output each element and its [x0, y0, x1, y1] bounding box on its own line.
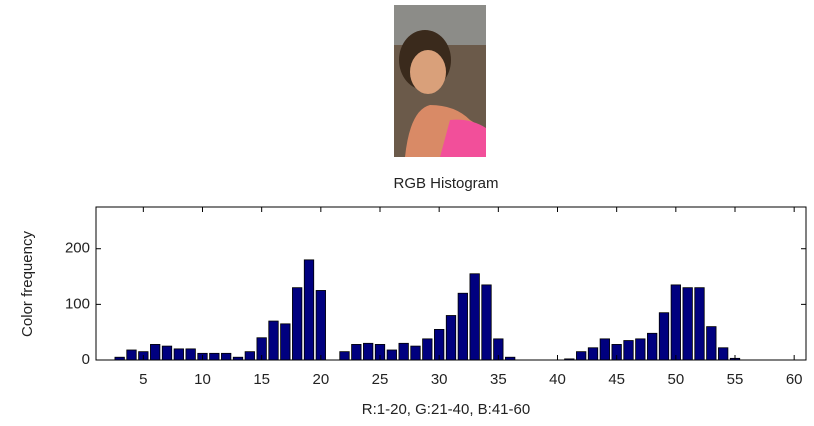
- bar: [588, 348, 597, 360]
- bar: [411, 346, 420, 360]
- bar: [624, 341, 633, 360]
- y-tick-label: 100: [65, 295, 90, 312]
- bar: [221, 353, 230, 360]
- bar: [576, 352, 585, 360]
- x-tick-label: 25: [372, 371, 389, 388]
- x-tick-label: 45: [608, 371, 625, 388]
- photo: [394, 5, 486, 157]
- x-tick-label: 35: [490, 371, 507, 388]
- x-tick-label: 30: [431, 371, 448, 388]
- bar: [186, 349, 195, 360]
- chart-title: RGB Histogram: [393, 175, 498, 192]
- bar: [210, 353, 219, 360]
- bar: [636, 339, 645, 360]
- bar: [363, 343, 372, 360]
- bar: [647, 333, 656, 360]
- bar: [707, 327, 716, 360]
- x-tick-label: 20: [312, 371, 329, 388]
- bar: [387, 350, 396, 360]
- bar: [316, 290, 325, 360]
- bar: [718, 348, 727, 360]
- bar: [659, 313, 668, 360]
- bar: [162, 346, 171, 360]
- bar: [269, 321, 278, 360]
- bar: [695, 288, 704, 360]
- bar: [458, 293, 467, 360]
- bar: [174, 349, 183, 360]
- figure: RGB Histogram R:1-20, G:21-40, B:41-60 C…: [0, 0, 814, 426]
- bar: [127, 350, 136, 360]
- bar: [482, 285, 491, 360]
- bar: [446, 315, 455, 360]
- x-tick-label: 5: [139, 371, 147, 388]
- x-tick-label: 15: [253, 371, 270, 388]
- bar: [470, 274, 479, 360]
- x-tick-label: 55: [727, 371, 744, 388]
- bar: [600, 339, 609, 360]
- y-tick-label: 0: [82, 351, 90, 368]
- y-tick-label: 200: [65, 240, 90, 257]
- bar: [352, 344, 361, 360]
- bar: [150, 344, 159, 360]
- x-axis-label: R:1-20, G:21-40, B:41-60: [362, 401, 530, 418]
- bar: [683, 288, 692, 360]
- bar: [399, 343, 408, 360]
- bar: [292, 288, 301, 360]
- bar: [245, 352, 254, 360]
- x-tick-label: 60: [786, 371, 803, 388]
- y-axis-label: Color frequency: [19, 231, 36, 337]
- bar: [423, 339, 432, 360]
- bar: [304, 260, 313, 360]
- x-tick-label: 40: [549, 371, 566, 388]
- bar: [671, 285, 680, 360]
- bar: [281, 324, 290, 360]
- x-tick-label: 50: [667, 371, 684, 388]
- x-tick-label: 10: [194, 371, 211, 388]
- bar: [340, 352, 349, 360]
